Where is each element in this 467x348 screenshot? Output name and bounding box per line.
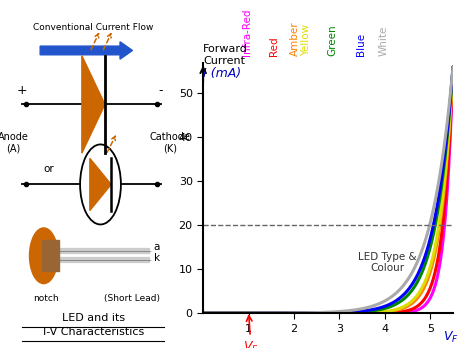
Polygon shape xyxy=(90,158,111,211)
Text: I-V Characteristics: I-V Characteristics xyxy=(43,327,144,337)
Bar xyxy=(42,240,59,271)
Text: Blue: Blue xyxy=(356,33,366,56)
Text: Current: Current xyxy=(203,56,245,66)
Text: +: + xyxy=(17,84,28,97)
Text: Anode
(A): Anode (A) xyxy=(0,132,29,154)
Text: or: or xyxy=(43,164,55,174)
Text: a: a xyxy=(154,242,160,252)
Text: Conventional Current Flow: Conventional Current Flow xyxy=(33,23,154,32)
Text: Amber: Amber xyxy=(290,22,300,56)
Text: Green: Green xyxy=(327,24,337,56)
Circle shape xyxy=(29,228,58,284)
Text: LED Type &
Colour: LED Type & Colour xyxy=(358,252,417,274)
Text: (Short Lead): (Short Lead) xyxy=(105,294,161,303)
Text: k: k xyxy=(154,253,160,262)
Text: White: White xyxy=(378,26,389,56)
Text: notch: notch xyxy=(33,294,58,303)
FancyArrow shape xyxy=(40,42,133,59)
Text: $V_F$: $V_F$ xyxy=(443,330,459,345)
Text: Forward: Forward xyxy=(203,44,248,54)
Text: LED and its: LED and its xyxy=(62,314,125,323)
Text: I (mA): I (mA) xyxy=(203,67,241,80)
Text: Red: Red xyxy=(269,37,279,56)
Text: $V_F$: $V_F$ xyxy=(243,316,259,348)
Polygon shape xyxy=(82,56,105,153)
Text: Yellow: Yellow xyxy=(301,24,311,56)
Text: -: - xyxy=(159,84,163,97)
Text: Infra-Red: Infra-Red xyxy=(242,9,252,56)
Text: Cathode
(K): Cathode (K) xyxy=(149,132,190,154)
